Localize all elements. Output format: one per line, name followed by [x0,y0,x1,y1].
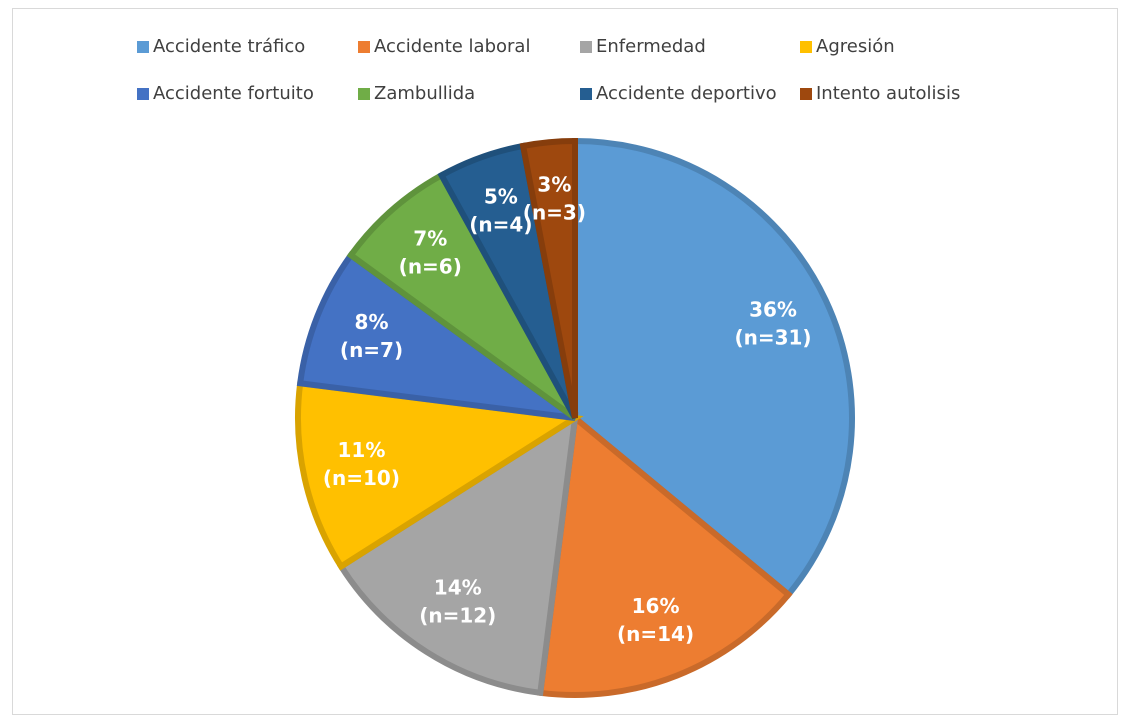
count-label: (n=10) [323,466,400,490]
legend-swatch [800,88,812,100]
count-label: (n=7) [340,338,403,362]
count-label: (n=14) [617,622,694,646]
pie-slice [295,379,584,571]
legend-label: Accidente tráfico [153,36,305,57]
data-label: 16% [632,594,680,618]
legend-label: Accidente fortuito [153,83,314,104]
data-label: 8% [355,310,389,334]
data-label: 3% [537,173,571,197]
count-label: (n=3) [523,201,586,225]
data-label: 7% [413,226,447,250]
pie-slice [536,412,793,698]
count-label: (n=31) [734,325,811,349]
legend-swatch [358,88,370,100]
legend-label: Agresión [816,36,895,57]
legend-label: Zambullida [374,83,475,104]
data-label: 14% [434,575,482,599]
data-label: 5% [484,185,518,209]
pie-slice [519,137,578,419]
count-label: (n=6) [399,254,462,278]
legend-swatch [580,88,592,100]
pie-slice [336,412,579,697]
legend-label: Accidente deportivo [596,83,777,104]
legend-swatch [137,41,149,53]
pie-slice [572,137,855,599]
pie-slice [296,250,577,421]
count-label: (n=12) [419,603,496,627]
data-label: 36% [749,297,797,321]
legend-swatch [580,41,592,53]
legend-label: Enfermedad [596,36,706,57]
legend-label: Accidente laboral [374,36,530,57]
legend-label: Intento autolisis [816,83,960,104]
legend-swatch [800,41,812,53]
legend-swatch [358,41,370,53]
legend-swatch [137,88,149,100]
data-label: 11% [338,438,386,462]
count-label: (n=4) [469,213,532,237]
